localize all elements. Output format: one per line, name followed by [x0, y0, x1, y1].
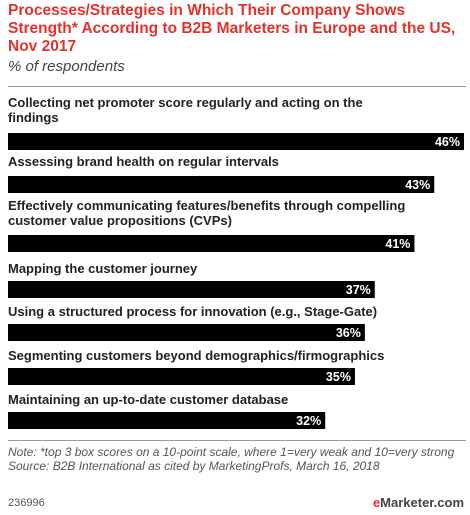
- value-label: 46%: [435, 135, 460, 149]
- value-label: 37%: [346, 283, 371, 297]
- value-label: 41%: [385, 237, 410, 251]
- value-label: 36%: [336, 326, 361, 340]
- bar[interactable]: [8, 412, 326, 429]
- bar[interactable]: [8, 324, 365, 341]
- bar[interactable]: [8, 281, 375, 298]
- brand-prefix: e: [372, 495, 381, 510]
- bar[interactable]: [8, 176, 435, 193]
- chart-title: Processes/Strategies in Which Their Comp…: [8, 2, 456, 55]
- bar-chart: Collecting net promoter score regularly …: [8, 95, 464, 429]
- brand-logo[interactable]: eMarketer.com: [373, 495, 464, 510]
- brand-suffix: .com: [433, 495, 464, 510]
- chart-subtitle: % of respondents: [8, 58, 125, 75]
- footnote: Note: *top 3 box scores on a 10-point sc…: [8, 445, 466, 473]
- chart-id: 236996: [8, 497, 45, 509]
- category-label: Effectively communicating features/benef…: [8, 198, 405, 228]
- bottom-divider: [8, 440, 466, 441]
- category-label: Mapping the customer journey: [8, 261, 198, 276]
- value-label: 43%: [405, 178, 430, 192]
- note-text: Note: *top 3 box scores on a 10-point sc…: [8, 445, 455, 459]
- value-label: 35%: [326, 370, 351, 384]
- category-label: Segmenting customers beyond demographics…: [8, 348, 384, 363]
- bar[interactable]: [8, 235, 415, 252]
- source-text: Source: B2B International as cited by Ma…: [8, 459, 380, 473]
- top-divider: [8, 86, 466, 87]
- category-label: Assessing brand health on regular interv…: [8, 154, 279, 169]
- value-label: 32%: [296, 414, 321, 428]
- category-label: Maintaining an up-to-date customer datab…: [8, 392, 288, 407]
- bar[interactable]: [8, 133, 464, 150]
- bar[interactable]: [8, 368, 355, 385]
- category-label: Collecting net promoter score regularly …: [8, 95, 363, 125]
- category-label: Using a structured process for innovatio…: [8, 304, 377, 319]
- brand-name: Marketer: [380, 495, 434, 510]
